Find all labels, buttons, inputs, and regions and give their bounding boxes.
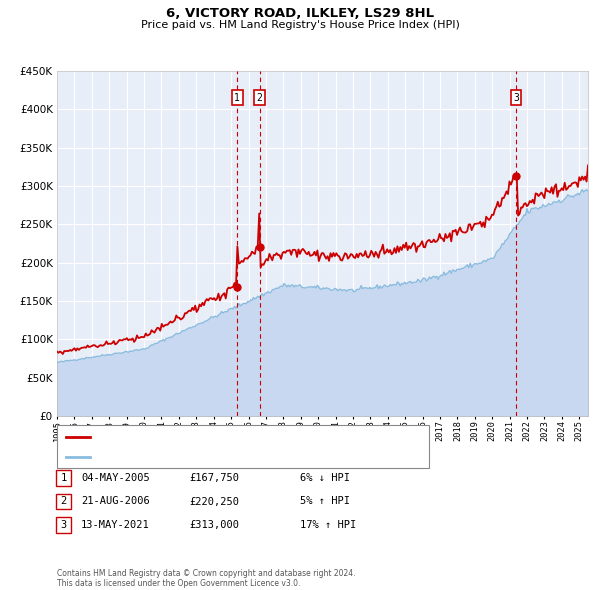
- Text: HPI: Average price, detached house, Bradford: HPI: Average price, detached house, Brad…: [94, 454, 311, 463]
- Text: 21-AUG-2006: 21-AUG-2006: [81, 497, 150, 506]
- Text: £167,750: £167,750: [189, 473, 239, 483]
- Text: £220,250: £220,250: [189, 497, 239, 506]
- Text: 6, VICTORY ROAD, ILKLEY, LS29 8HL (detached house): 6, VICTORY ROAD, ILKLEY, LS29 8HL (detac…: [94, 433, 352, 442]
- Text: 6, VICTORY ROAD, ILKLEY, LS29 8HL: 6, VICTORY ROAD, ILKLEY, LS29 8HL: [166, 7, 434, 20]
- Text: 2: 2: [61, 497, 67, 506]
- Text: 17% ↑ HPI: 17% ↑ HPI: [300, 520, 356, 530]
- Text: 3: 3: [61, 520, 67, 530]
- Text: 2: 2: [257, 93, 263, 103]
- Text: 5% ↑ HPI: 5% ↑ HPI: [300, 497, 350, 506]
- Text: 3: 3: [513, 93, 519, 103]
- Text: 1: 1: [234, 93, 240, 103]
- Text: 6% ↓ HPI: 6% ↓ HPI: [300, 473, 350, 483]
- Text: 1: 1: [61, 473, 67, 483]
- Text: £313,000: £313,000: [189, 520, 239, 530]
- Text: Contains HM Land Registry data © Crown copyright and database right 2024.
This d: Contains HM Land Registry data © Crown c…: [57, 569, 355, 588]
- Text: 04-MAY-2005: 04-MAY-2005: [81, 473, 150, 483]
- Text: Price paid vs. HM Land Registry's House Price Index (HPI): Price paid vs. HM Land Registry's House …: [140, 20, 460, 30]
- Text: 13-MAY-2021: 13-MAY-2021: [81, 520, 150, 530]
